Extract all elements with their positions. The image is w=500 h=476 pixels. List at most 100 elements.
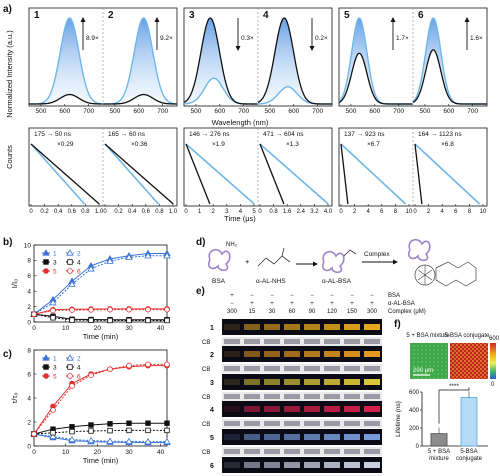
spectra-tick-label: 500 bbox=[191, 108, 202, 115]
spectra-panel-number: 6 bbox=[418, 10, 424, 21]
cb-strip bbox=[222, 419, 382, 428]
gel-sign: 15 bbox=[249, 309, 256, 315]
data-point bbox=[144, 437, 152, 445]
gel-band bbox=[304, 434, 320, 440]
cb-band bbox=[244, 421, 260, 426]
micro-right-image bbox=[450, 343, 488, 379]
legend-label: 6 bbox=[77, 268, 81, 275]
series-line-5 bbox=[33, 365, 167, 435]
data-point bbox=[49, 432, 57, 439]
decay-fold-label: ×0.29 bbox=[57, 141, 74, 148]
cb-band bbox=[364, 339, 380, 344]
category-label: conjugate bbox=[456, 456, 483, 462]
decay-tick-label: 0 bbox=[413, 209, 417, 215]
cb-band bbox=[224, 366, 240, 371]
gel-band bbox=[264, 462, 280, 468]
data-point bbox=[43, 259, 49, 265]
decay-curve-black bbox=[259, 143, 285, 205]
gel-sign: 150 bbox=[347, 309, 358, 315]
data-point bbox=[69, 317, 75, 323]
x-tick-label: 30 bbox=[125, 325, 133, 332]
gel-sign: − bbox=[290, 293, 294, 299]
bar-1 bbox=[460, 396, 478, 447]
fold-change-label: 0.2× bbox=[315, 35, 328, 42]
reaction-arrowhead bbox=[313, 261, 318, 267]
cb-label: CB bbox=[202, 367, 210, 373]
decay-tick-label: 1.6 bbox=[283, 209, 292, 215]
data-point bbox=[68, 435, 76, 442]
cb-band bbox=[324, 366, 340, 371]
spectra-panel-number: 5 bbox=[344, 10, 350, 21]
cb-band bbox=[344, 394, 360, 399]
micro-left-title: 5 + BSA mixture bbox=[406, 333, 450, 339]
gel-band bbox=[264, 379, 280, 385]
cb-band bbox=[284, 421, 300, 426]
fold-change-label: 9.2× bbox=[160, 35, 173, 42]
gel-band bbox=[244, 379, 260, 385]
gel-lane-background bbox=[222, 457, 382, 473]
y-tick-label: 6 bbox=[27, 273, 31, 280]
gel-band bbox=[284, 379, 300, 385]
data-point bbox=[50, 307, 56, 314]
series-line-3 bbox=[33, 422, 167, 435]
data-point bbox=[144, 251, 152, 259]
colorbar-min: 0 bbox=[491, 382, 495, 388]
data-point bbox=[107, 306, 113, 313]
gel-band bbox=[324, 406, 340, 412]
gel-band bbox=[284, 434, 300, 440]
nhs-structure-icon bbox=[257, 247, 291, 267]
gel-band bbox=[224, 379, 240, 385]
y-tick-label: 10 bbox=[24, 242, 32, 249]
series-line-4 bbox=[33, 313, 167, 321]
spectra-blue-1 bbox=[28, 17, 103, 105]
data-point bbox=[106, 437, 114, 444]
legend-label: 1 bbox=[53, 250, 57, 257]
significance-bracket bbox=[438, 387, 470, 424]
y-tick-label: 6 bbox=[27, 371, 31, 378]
decay-fold-label: ×1.3 bbox=[286, 141, 299, 148]
kinetics-intensity-plot: 0 2 4 6 8 10 0 10 20 30 40 Time (min) I/I₀ 1 2 3 4 5 6 bbox=[10, 242, 171, 341]
bar-0 bbox=[430, 433, 448, 447]
y-axis-label: Lifetime (ns) bbox=[395, 401, 402, 437]
gel-sign: + bbox=[230, 293, 234, 299]
coumarin-structure-icon bbox=[435, 261, 477, 287]
spectra-black-6 bbox=[412, 49, 487, 105]
gel-band bbox=[224, 434, 240, 440]
decay-lifetime-label: 137 → 923 ns bbox=[344, 131, 385, 138]
scale-bar-label: 200 μm bbox=[413, 368, 433, 374]
amine-label: NH₂ bbox=[226, 242, 238, 248]
gel-band bbox=[304, 324, 320, 330]
conjugate-protein-icon bbox=[407, 238, 431, 262]
decay-curve-black bbox=[340, 143, 349, 205]
cb-band bbox=[324, 449, 340, 454]
data-point bbox=[126, 317, 132, 324]
series-line-2 bbox=[33, 433, 167, 443]
gel-band bbox=[324, 379, 340, 385]
data-point bbox=[164, 427, 170, 434]
spectra-black-4 bbox=[257, 17, 332, 105]
cb-band bbox=[264, 339, 280, 344]
decay-tick-label: 1.0 bbox=[95, 209, 104, 215]
gel-band bbox=[364, 379, 380, 385]
decay-curve-blue bbox=[340, 143, 407, 205]
gel-sign: − bbox=[270, 293, 274, 299]
x-tick-label: 0 bbox=[32, 449, 36, 456]
decay-curve-blue bbox=[185, 143, 255, 205]
data-point bbox=[50, 315, 56, 321]
decay-fold-label: ×6.8 bbox=[441, 141, 454, 148]
gel-band bbox=[364, 462, 380, 468]
legend-label: 6 bbox=[77, 373, 81, 380]
reagent-label: α-AL-NHS bbox=[256, 278, 286, 285]
cb-band bbox=[284, 394, 300, 399]
decay-fold-label: ×0.36 bbox=[131, 141, 148, 148]
gel-sign: + bbox=[290, 301, 294, 307]
spectra-fill-5 bbox=[339, 18, 413, 105]
decay-tick-label: 2.4 bbox=[297, 209, 306, 215]
spectra-tick-label: 700 bbox=[312, 108, 323, 115]
gel-sign: 30 bbox=[269, 309, 276, 315]
gel-band bbox=[324, 324, 340, 330]
cb-label: CB bbox=[202, 340, 210, 346]
gel-band bbox=[264, 324, 280, 330]
gel-band bbox=[304, 379, 320, 385]
